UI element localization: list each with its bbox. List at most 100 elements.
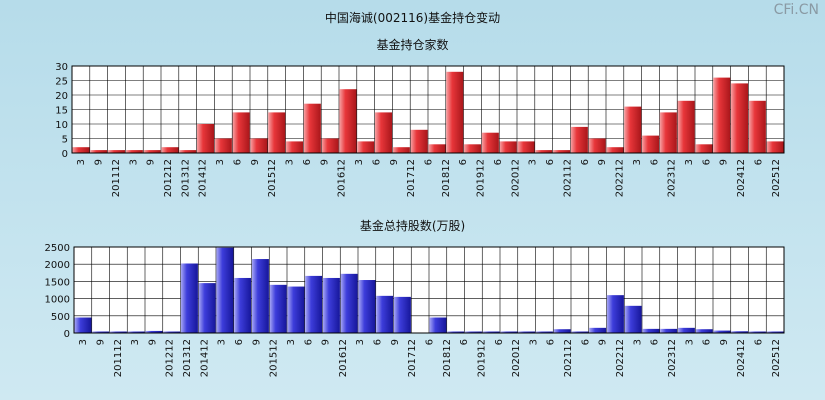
c2-xtick-label: 201412 xyxy=(199,339,210,377)
c1-bar xyxy=(410,129,428,153)
c2-bar xyxy=(358,280,376,333)
c2-xtick-label: 201312 xyxy=(182,339,193,377)
c1-xtick-label: 202112 xyxy=(562,159,573,197)
c2-xtick-label: 9 xyxy=(251,339,262,345)
c1-bar xyxy=(72,147,90,153)
c1-bar xyxy=(392,147,410,153)
c2-xtick-label: 9 xyxy=(321,339,332,345)
c2-bar xyxy=(766,331,784,333)
c1-bar xyxy=(499,141,517,153)
c1-xtick-label: 6 xyxy=(371,159,382,165)
c1-bar xyxy=(161,147,179,153)
c2-bar xyxy=(145,330,163,333)
c1-xtick-label: 6 xyxy=(302,159,313,165)
chart2-title: 基金总持股数(万股) xyxy=(359,219,466,233)
watermark-logo: CFi.CN xyxy=(773,2,819,18)
c1-ytick-label: 15 xyxy=(55,106,68,117)
c1-bar xyxy=(303,103,321,153)
c2-xtick-label: 6 xyxy=(546,339,557,345)
c1-bar xyxy=(730,83,749,153)
c1-bar xyxy=(552,150,571,153)
chart1-title: 基金持仓家数 xyxy=(376,38,449,52)
c2-xtick-label: 6 xyxy=(234,339,245,345)
c1-xtick-label: 3 xyxy=(632,159,643,165)
c2-bar xyxy=(571,331,589,333)
c1-xtick-label: 201812 xyxy=(441,159,452,197)
c2-bar xyxy=(287,286,305,333)
c2-bar xyxy=(163,331,181,333)
c2-xtick-label: 3 xyxy=(78,339,89,345)
c1-bar xyxy=(606,147,624,153)
c2-xtick-label: 6 xyxy=(425,339,436,345)
c1-xtick-label: 9 xyxy=(597,159,608,165)
c2-bar xyxy=(624,305,642,333)
c2-bar xyxy=(535,331,553,333)
c2-xtick-label: 6 xyxy=(459,339,470,345)
c2-xtick-label: 9 xyxy=(719,339,730,345)
c1-xtick-label: 6 xyxy=(545,159,556,165)
c1-xtick-label: 6 xyxy=(232,159,243,165)
c2-ytick-label: 1500 xyxy=(45,277,70,288)
c2-xtick-label: 202412 xyxy=(736,339,747,377)
c2-xtick-label: 3 xyxy=(528,339,539,345)
c2-xtick-label: 9 xyxy=(147,339,158,345)
c2-bar xyxy=(695,329,713,333)
c1-ytick-label: 25 xyxy=(55,77,68,88)
c2-bar xyxy=(305,275,323,333)
c1-bar xyxy=(321,138,339,153)
c2-bar xyxy=(713,330,731,333)
c2-xtick-label: 6 xyxy=(373,339,384,345)
c2-bar xyxy=(731,331,749,333)
c1-bar xyxy=(481,132,499,153)
c1-bar xyxy=(339,89,357,153)
c1-bar xyxy=(357,141,375,153)
c2-bar xyxy=(429,317,447,333)
c1-xtick-label: 9 xyxy=(719,159,730,165)
c2-bar xyxy=(127,331,145,333)
c2-bar xyxy=(606,295,624,333)
c2-ytick-label: 1000 xyxy=(45,295,70,306)
c1-bar xyxy=(535,150,553,153)
c1-xtick-label: 202512 xyxy=(771,159,782,197)
c2-xtick-label: 3 xyxy=(286,339,297,345)
c1-xtick-label: 9 xyxy=(146,159,157,165)
c2-bar xyxy=(748,331,766,333)
c1-bar xyxy=(659,112,677,153)
c1-xtick-label: 6 xyxy=(424,159,435,165)
c1-xtick-label: 3 xyxy=(528,159,539,165)
c1-bar xyxy=(268,112,286,153)
c2-xtick-label: 202112 xyxy=(563,339,574,377)
c2-xtick-label: 3 xyxy=(217,339,228,345)
c1-xtick-label: 3 xyxy=(76,159,87,165)
c1-xtick-label: 201612 xyxy=(337,159,348,197)
c1-bar xyxy=(374,112,393,153)
c1-ytick-label: 20 xyxy=(55,91,68,102)
c2-xtick-label: 6 xyxy=(650,339,661,345)
c1-ytick-label: 5 xyxy=(62,135,68,146)
c2-bar xyxy=(660,328,678,333)
c1-xtick-label: 202012 xyxy=(510,159,521,197)
c2-xtick-label: 201612 xyxy=(338,339,349,377)
c2-xtick-label: 6 xyxy=(494,339,505,345)
c2-bar xyxy=(393,296,411,333)
c2-bar xyxy=(340,273,358,333)
c2-bar xyxy=(109,331,127,333)
c2-bar xyxy=(234,277,252,333)
c2-xtick-label: 202312 xyxy=(667,339,678,377)
c1-ytick-label: 30 xyxy=(55,62,68,73)
c2-xtick-label: 202012 xyxy=(511,339,522,377)
c2-bar xyxy=(92,331,110,333)
c2-xtick-label: 9 xyxy=(598,339,609,345)
c2-xtick-label: 201212 xyxy=(165,339,176,377)
c2-xtick-label: 6 xyxy=(702,339,713,345)
c1-bar xyxy=(695,144,713,153)
c1-ytick-label: 10 xyxy=(55,120,68,131)
c2-ytick-label: 2500 xyxy=(45,243,70,254)
c2-bar xyxy=(251,259,269,333)
page-title: 中国海诚(002116)基金持仓变动 xyxy=(324,11,501,25)
c1-xtick-label: 9 xyxy=(389,159,400,165)
c1-bar xyxy=(517,141,535,153)
c1-xtick-label: 6 xyxy=(701,159,712,165)
c1-xtick-label: 201912 xyxy=(476,159,487,197)
